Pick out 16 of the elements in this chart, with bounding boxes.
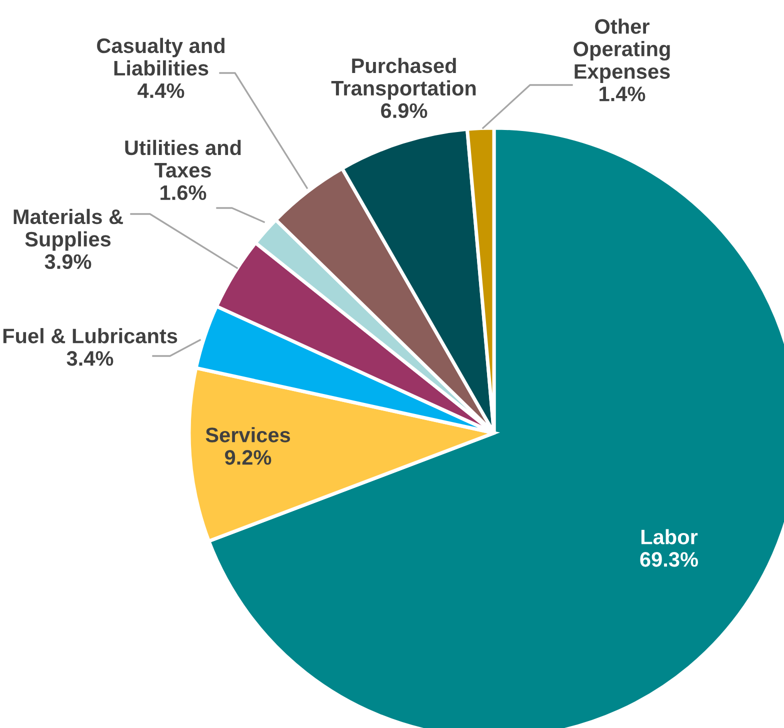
slice-label: Labor bbox=[641, 529, 698, 544]
data-label: 1.4% bbox=[600, 86, 646, 102]
data-label: 4.4% bbox=[138, 83, 184, 98]
slice-label: Casualty and Liabilities bbox=[97, 38, 224, 76]
slice-label: Purchased Transportation bbox=[331, 58, 476, 100]
slice-label: Utilities and Taxes bbox=[125, 140, 241, 178]
data-label: 3.9% bbox=[44, 254, 92, 270]
data-label: 3.4% bbox=[66, 351, 114, 366]
slice-label: Materials & Supplies bbox=[14, 208, 123, 251]
slice-label: Services bbox=[206, 427, 290, 442]
data-label: 9.2% bbox=[224, 450, 272, 465]
slice-label: Other Operating Expenses bbox=[574, 18, 670, 83]
data-label: 1.6% bbox=[160, 185, 206, 200]
slice-label: Fuel & Lubricants bbox=[3, 328, 178, 344]
data-label: 6.9% bbox=[381, 103, 428, 118]
data-label: 69.3% bbox=[640, 552, 698, 567]
